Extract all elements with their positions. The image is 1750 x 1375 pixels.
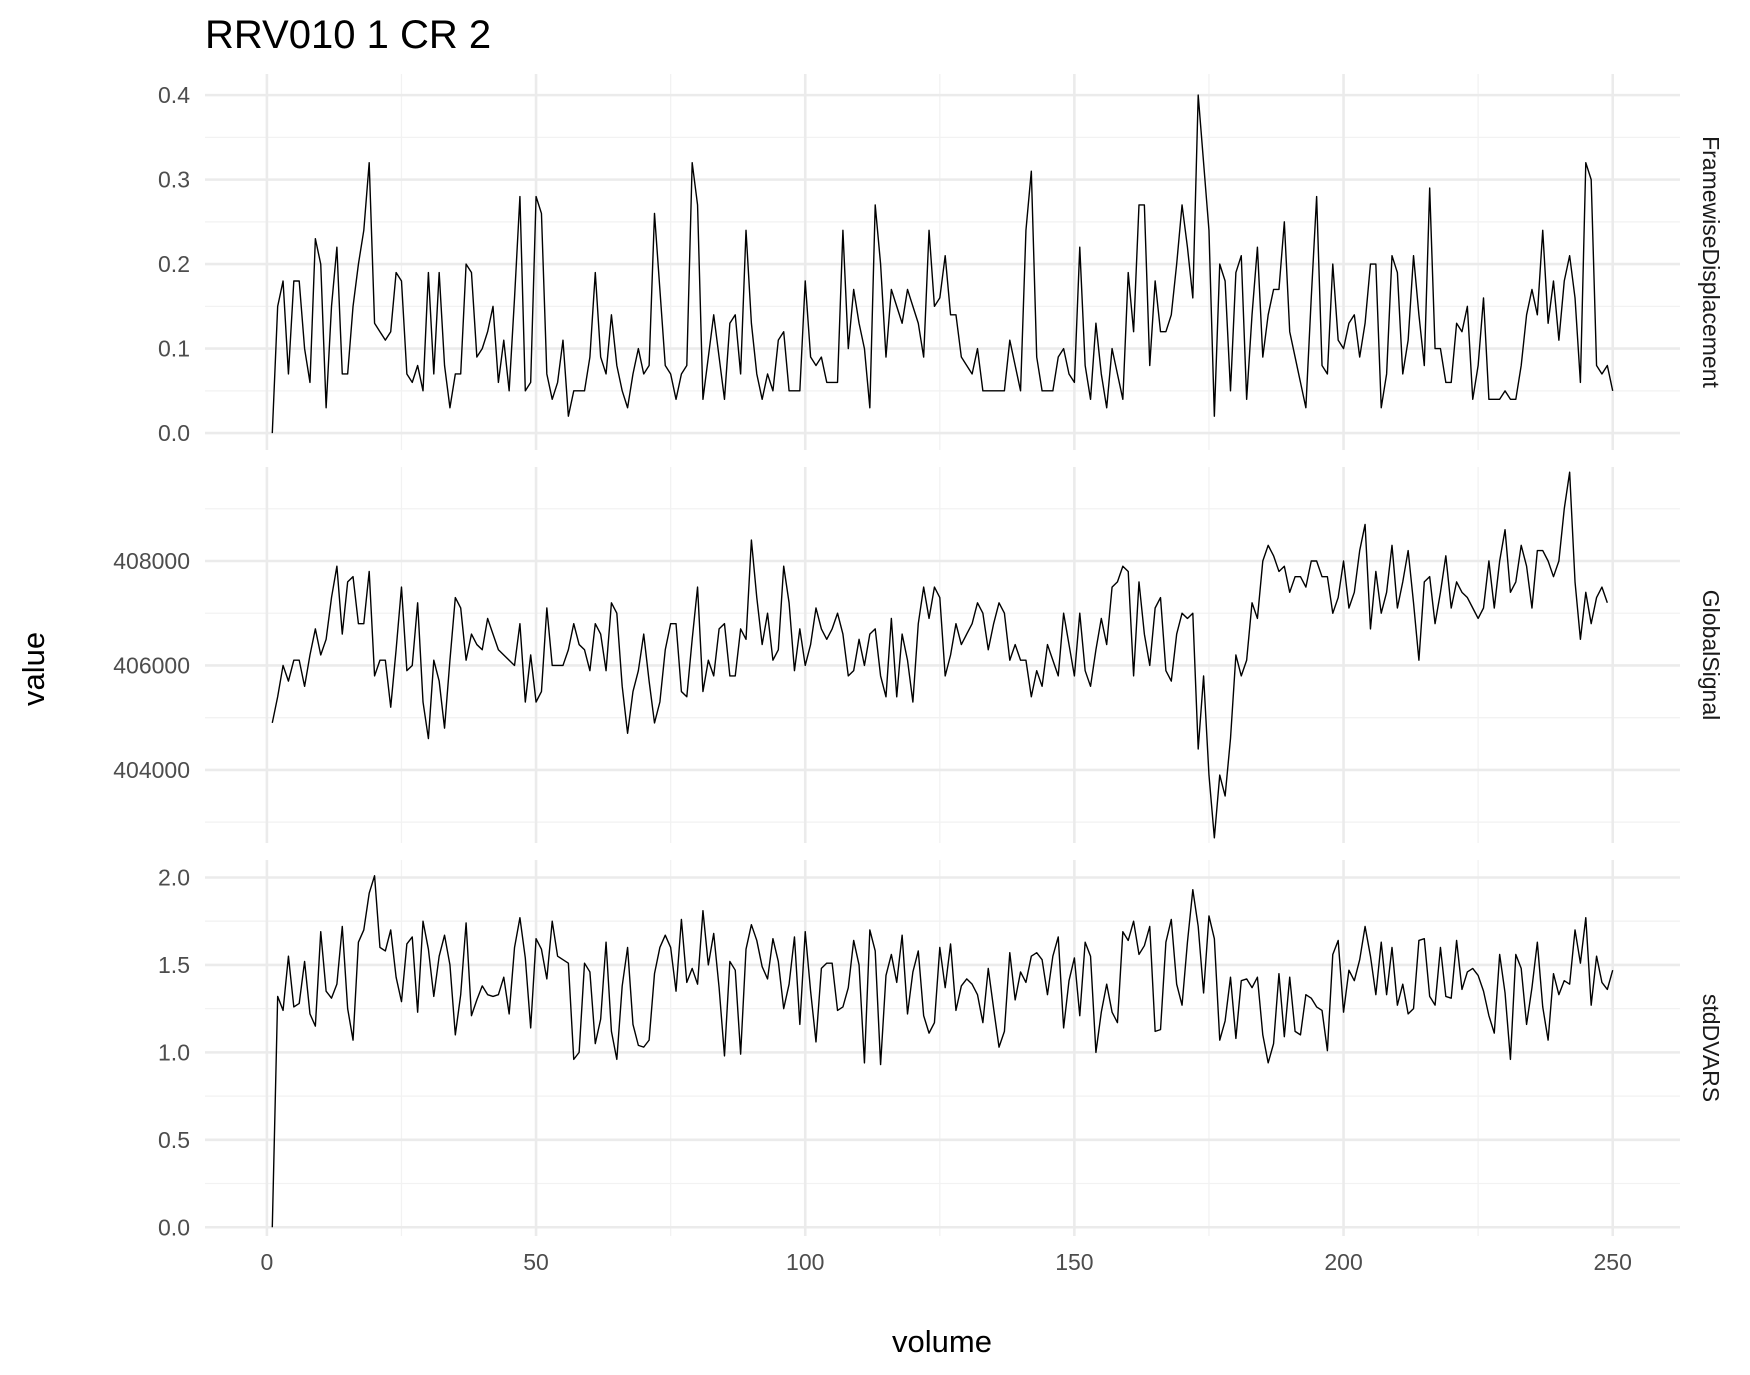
y-tick-label: 408000 [113,548,190,574]
x-tick-label: 50 [523,1249,549,1275]
y-tick-label: 0.0 [158,1214,190,1240]
facet-strip-label: stdDVARS [1698,994,1724,1102]
x-tick-label: 100 [786,1249,824,1275]
y-tick-label: 406000 [113,652,190,678]
series-line-GlobalSignal [271,471,1608,839]
y-tick-label: 0.3 [158,167,190,193]
y-tick-label: 1.5 [158,952,190,978]
x-tick-label: 200 [1324,1249,1362,1275]
x-axis-title: volume [892,1324,992,1359]
x-axis: 0 50 100 150 200 250 [261,1249,1632,1275]
y-tick-label: 1.0 [158,1039,190,1065]
y-axis-title: value [16,632,51,706]
chart-title: RRV010 1 CR 2 [205,13,491,57]
panel-stdDVARS: 0.0 0.5 1.0 1.5 2.0 stdDVARS [158,860,1724,1240]
x-tick-label: 0 [261,1249,274,1275]
y-tick-label: 0.2 [158,251,190,277]
facet-strip-label: GlobalSignal [1698,590,1724,720]
y-tick-label: 404000 [113,757,190,783]
y-tick-label: 0.4 [158,82,190,108]
facet-panels: 0.0 0.1 0.2 0.3 0.4 FramewiseDisplacement 4040… [113,74,1724,1240]
x-tick-label: 150 [1055,1249,1093,1275]
panel-GlobalSignal: 404000 406000 408000 GlobalSignal [113,467,1724,843]
y-tick-label: 0.1 [158,336,190,362]
y-tick-label: 0.0 [158,420,190,446]
series-line-stdDVARS [271,875,1614,1228]
series-line-FramewiseDisplacement [271,94,1614,434]
x-tick-label: 250 [1594,1249,1632,1275]
panel-FramewiseDisplacement: 0.0 0.1 0.2 0.3 0.4 FramewiseDisplacement [158,74,1724,450]
facet-strip-label: FramewiseDisplacement [1698,136,1724,388]
y-tick-label: 2.0 [158,864,190,890]
y-tick-label: 0.5 [158,1127,190,1153]
